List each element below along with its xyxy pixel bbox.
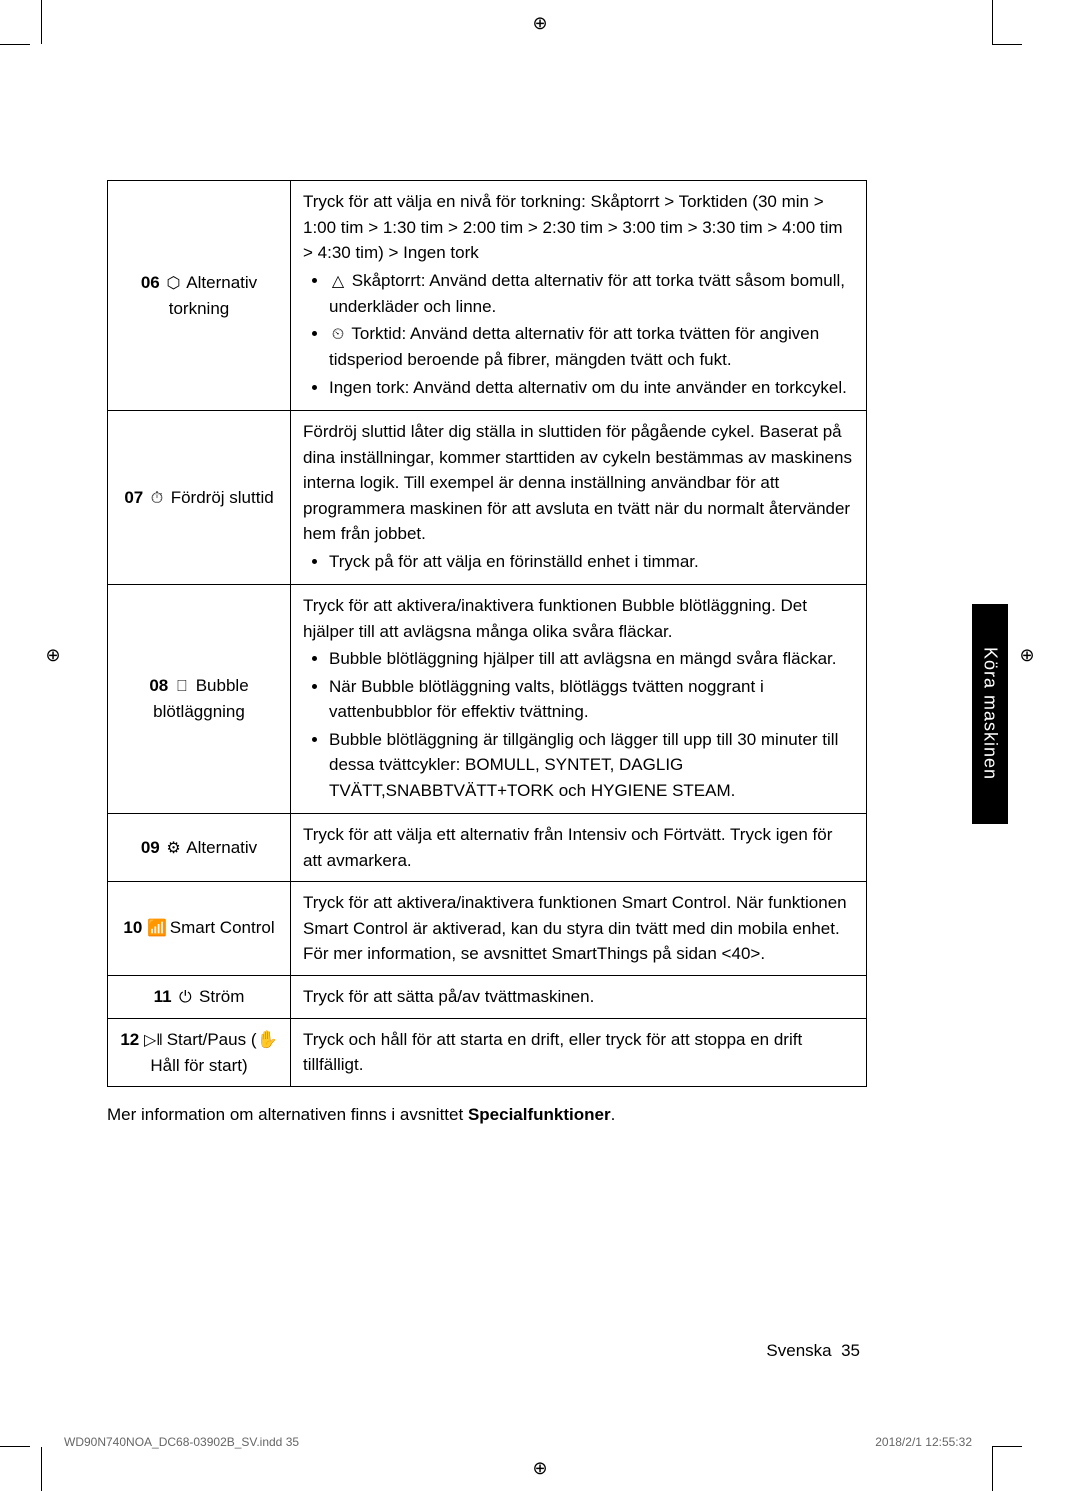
row-num: 09: [141, 838, 160, 857]
row-num: 11: [154, 987, 172, 1006]
row-desc-intro: Tryck för att välja en nivå för torkning…: [303, 192, 843, 262]
footer-page: 35: [841, 1341, 860, 1360]
row-icon: ⏻: [176, 986, 194, 1010]
row-description: Tryck för att aktivera/inaktivera funkti…: [291, 585, 867, 814]
bullet-item: Tryck på för att välja en förinställd en…: [329, 549, 854, 575]
bullet-text: Bubble blötläggning hjälper till att avl…: [329, 649, 837, 668]
bullet-text: Ingen tork: Använd detta alternativ om d…: [329, 378, 847, 397]
row-label-text: Alternativ: [186, 838, 257, 857]
row-description: Tryck för att välja en nivå för torkning…: [291, 181, 867, 411]
crop-mark: [992, 0, 993, 44]
crop-mark: [992, 44, 1022, 45]
bullet-text: Bubble blötläggning är tillgänglig och l…: [329, 730, 838, 800]
row-desc-intro: Tryck för att aktivera/inaktivera funkti…: [303, 893, 847, 963]
row-label: 06 ⬡ Alternativ torkning: [108, 181, 291, 411]
row-num: 06: [141, 273, 160, 292]
table-row: 11 ⏻ Ström Tryck för att sätta på/av tvät…: [108, 975, 867, 1018]
row-label-text: Smart Control: [170, 918, 275, 937]
table-row: 10 📶 Smart ControlTryck för att aktivera…: [108, 882, 867, 976]
crop-mark: [41, 1447, 42, 1491]
row-icon: ⏱: [148, 487, 166, 511]
bullet-text: Skåptorrt: Använd detta alternativ för a…: [329, 271, 845, 316]
footer-indd: WD90N740NOA_DC68-03902B_SV.indd 35: [64, 1435, 299, 1449]
below-table-prefix: Mer information om alternativen ﬁnns i a…: [107, 1105, 468, 1124]
row-label: 08 ⎕ Bubble blötläggning: [108, 585, 291, 814]
bullet-item: ⏲ Torktid: Använd detta alternativ för a…: [329, 321, 854, 373]
row-icon: ▷‖: [144, 1029, 162, 1053]
row-label-text: Alternativ torkning: [169, 273, 257, 318]
row-num: 07: [124, 488, 143, 507]
row-label-text: Start/Paus (✋ Håll för start): [150, 1030, 277, 1075]
row-desc-intro: Tryck för att aktivera/inaktivera funkti…: [303, 596, 807, 641]
row-description: Tryck och håll för att starta en drift, …: [291, 1018, 867, 1087]
crop-mark: [0, 44, 30, 45]
bullet-item: △ Skåptorrt: Använd detta alternativ för…: [329, 268, 854, 320]
below-table-bold: Specialfunktioner: [468, 1105, 611, 1124]
row-label-text: Fördröj sluttid: [171, 488, 274, 507]
registration-mark-top: ⊕: [531, 14, 549, 32]
row-description: Tryck för att aktivera/inaktivera funkti…: [291, 882, 867, 976]
bullet-icon: △: [329, 270, 347, 294]
row-bullets: Bubble blötläggning hjälper till att avl…: [321, 646, 854, 803]
crop-mark: [992, 1447, 993, 1491]
footer-lang: Svenska: [766, 1341, 831, 1360]
crop-mark: [0, 1446, 30, 1447]
footer-timestamp: 2018/2/1 12:55:32: [875, 1435, 972, 1449]
row-label-text: Bubble blötläggning: [153, 676, 249, 721]
row-label-text: Ström: [199, 987, 244, 1006]
row-description: Tryck för att sätta på/av tvättmaskinen.: [291, 975, 867, 1018]
table-row: 06 ⬡ Alternativ torkningTryck för att vä…: [108, 181, 867, 411]
row-desc-intro: Fördröj sluttid låter dig ställa in slut…: [303, 422, 852, 543]
options-table: 06 ⬡ Alternativ torkningTryck för att vä…: [107, 180, 867, 1087]
crop-mark: [41, 0, 42, 44]
page-content: 06 ⬡ Alternativ torkningTryck för att vä…: [107, 180, 867, 1125]
table-row: 08 ⎕ Bubble blötläggning Tryck för att ak…: [108, 585, 867, 814]
row-description: Tryck för att välja ett alternativ från …: [291, 814, 867, 882]
bullet-item: Ingen tork: Använd detta alternativ om d…: [329, 375, 854, 401]
row-icon: 📶: [147, 917, 165, 941]
bullet-item: Bubble blötläggning hjälper till att avl…: [329, 646, 854, 672]
bullet-item: När Bubble blötläggning valts, blötläggs…: [329, 674, 854, 725]
registration-mark-right: ⊕: [1018, 646, 1036, 664]
table-row: 09 ⚙ Alternativ Tryck för att välja ett a…: [108, 814, 867, 882]
table-row: 07 ⏱ Fördröj sluttidFördröj sluttid låte…: [108, 411, 867, 585]
row-icon: ⎕: [173, 675, 191, 699]
row-bullets: △ Skåptorrt: Använd detta alternativ för…: [321, 268, 854, 401]
below-table-suffix: .: [611, 1105, 616, 1124]
registration-mark-bottom: ⊕: [531, 1459, 549, 1477]
row-bullets: Tryck på för att välja en förinställd en…: [321, 549, 854, 575]
row-label: 11 ⏻ Ström: [108, 975, 291, 1018]
bullet-text: Tryck på för att välja en förinställd en…: [329, 552, 699, 571]
row-icon: ⚙: [164, 837, 182, 861]
row-desc-intro: Tryck för att sätta på/av tvättmaskinen.: [303, 987, 594, 1006]
row-label: 10 📶 Smart Control: [108, 882, 291, 976]
bullet-text: Torktid: Använd detta alternativ för att…: [329, 324, 819, 369]
row-num: 08: [149, 676, 168, 695]
bullet-item: Bubble blötläggning är tillgänglig och l…: [329, 727, 854, 804]
table-row: 12 ▷‖ Start/Paus (✋ Håll för start) Tryck…: [108, 1018, 867, 1087]
row-label: 12 ▷‖ Start/Paus (✋ Håll för start): [108, 1018, 291, 1087]
row-label: 09 ⚙ Alternativ: [108, 814, 291, 882]
row-num: 12: [120, 1030, 139, 1049]
below-table-note: Mer information om alternativen ﬁnns i a…: [107, 1105, 867, 1125]
bullet-text: När Bubble blötläggning valts, blötläggs…: [329, 677, 764, 722]
registration-mark-left: ⊕: [44, 646, 62, 664]
bullet-icon: ⏲: [329, 323, 347, 347]
footer-right: Svenska 35: [766, 1341, 860, 1361]
row-num: 10: [123, 918, 142, 937]
side-tab: Köra maskinen: [972, 604, 1008, 824]
crop-mark: [992, 1446, 1022, 1447]
row-description: Fördröj sluttid låter dig ställa in slut…: [291, 411, 867, 585]
row-desc-intro: Tryck för att välja ett alternativ från …: [303, 825, 832, 870]
row-icon: ⬡: [164, 272, 182, 296]
row-label: 07 ⏱ Fördröj sluttid: [108, 411, 291, 585]
row-desc-intro: Tryck och håll för att starta en drift, …: [303, 1030, 802, 1075]
